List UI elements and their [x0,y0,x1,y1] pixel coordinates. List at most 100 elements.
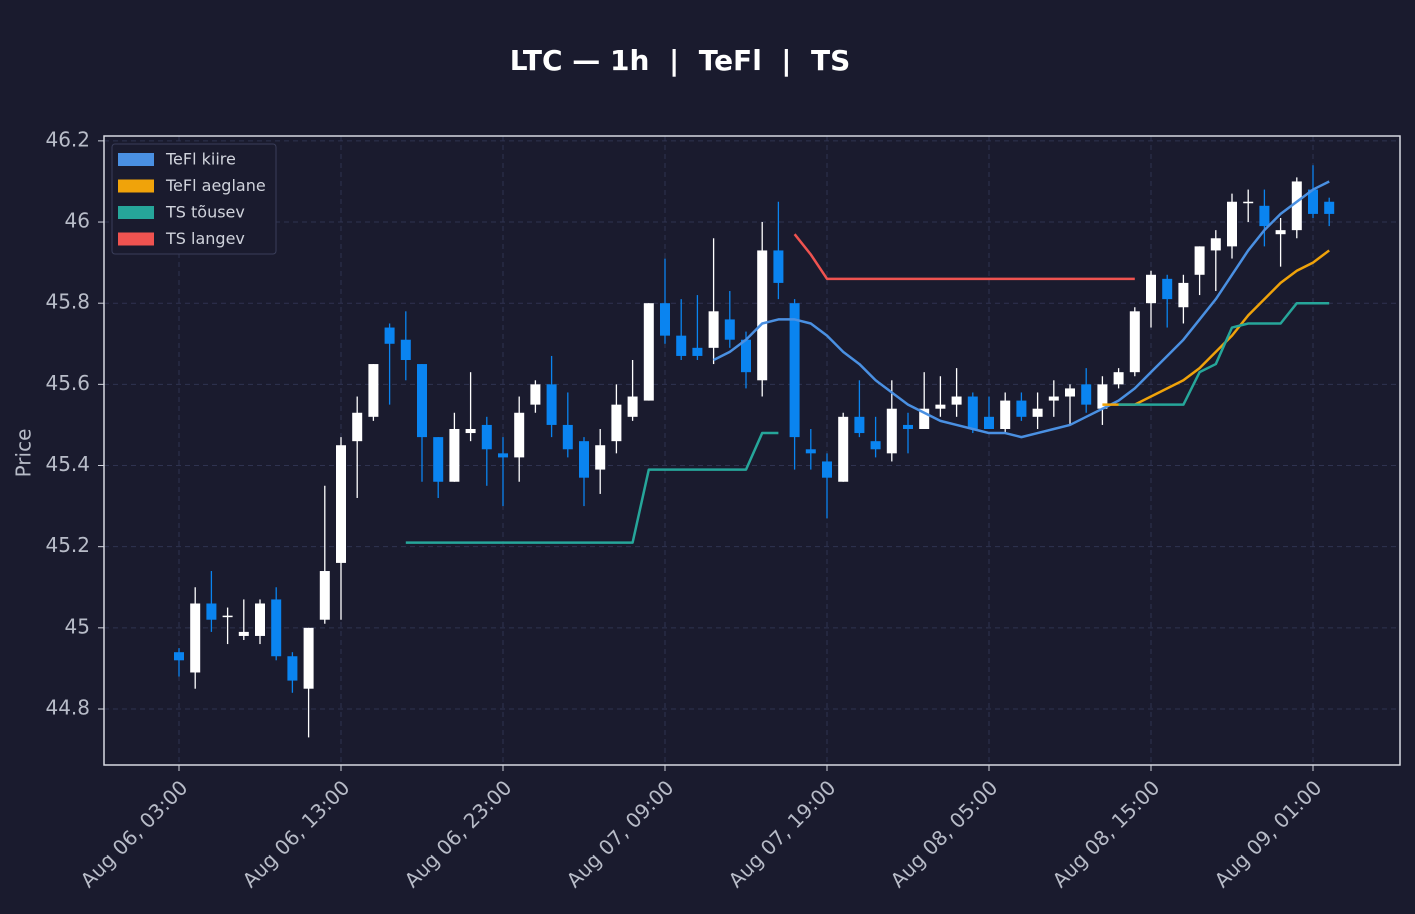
candle-body [1291,181,1302,231]
candle-body [1113,372,1124,385]
legend-label: TeFl kiire [165,150,236,169]
candle-body [1146,274,1156,304]
candle-body [789,303,800,438]
legend-swatch [118,153,154,166]
candle-body [660,303,670,336]
x-tick-label: Aug 08, 05:00 [886,775,1003,892]
line-series [793,233,1135,281]
candle-body [271,599,282,657]
candle-body [465,428,476,434]
candle-body [643,303,654,401]
legend-label: TeFl aeglane [165,176,266,195]
candle-body [1000,400,1011,429]
x-tick-label: Aug 07, 09:00 [562,775,679,892]
candle-body [805,449,816,454]
candle-body [562,424,573,450]
candle-body [773,250,784,283]
candle-body [238,631,249,636]
x-tick-label: Aug 08, 15:00 [1048,775,1165,892]
candle-body [1178,282,1189,308]
candle-body [498,453,508,458]
candle-body [319,571,330,620]
candle-body [1032,408,1043,417]
candle-body [854,416,865,434]
candle-body [1324,201,1335,214]
candle-body [546,384,557,425]
candle-body [579,441,589,478]
candle-body [757,250,768,381]
y-tick-label: 45.4 [45,452,90,476]
candle-body [967,396,978,429]
candle-body [627,396,638,417]
line-series [713,180,1330,439]
candle-body [951,396,962,405]
candle-body [1210,238,1221,251]
line-series [405,301,1330,544]
candle-body [481,424,492,450]
candle-body [1162,278,1173,300]
candle-body [449,428,460,482]
candle-body [352,412,363,442]
legend-swatch [118,179,154,193]
candle-body [336,445,346,563]
y-tick-label: 45.6 [45,371,90,395]
candle-body [1129,311,1140,373]
candle-body [1065,388,1075,397]
legend-label: TS langev [165,229,245,248]
candle-body [1194,246,1205,275]
candle-body [1081,384,1092,405]
y-tick-label: 46 [65,209,90,233]
candle-body [1243,201,1254,204]
candle-body [368,364,379,417]
candle-body [708,311,719,348]
candle-body [1308,189,1318,214]
candle-body [724,319,735,340]
candle-body [838,416,849,482]
candle-body [886,408,897,454]
x-tick-label: Aug 07, 19:00 [724,775,841,892]
candle-body [1097,384,1108,409]
candle-body [741,339,751,373]
candle-body [692,347,703,356]
legend-label: TS tõusev [165,203,245,222]
y-tick-label: 45.8 [45,290,90,314]
candle-body [611,404,622,442]
x-tick-label: Aug 06, 13:00 [238,775,355,892]
candle-body [206,603,217,620]
legend: TeFl kiire TeFl aeglane TS tõusev TS langev [111,143,277,255]
y-tick-label: 44.8 [45,695,90,719]
candle-body [903,424,913,429]
legend-box [111,143,277,255]
y-tick-label: 45 [65,614,90,638]
candle-body [174,652,184,661]
candle-body [384,327,395,344]
candle-body [676,335,687,356]
candle-body [530,384,541,405]
candle-body [417,364,427,438]
candle-body [303,627,314,689]
plot-frame [103,135,1401,766]
chart-title: LTC — 1h | TeFl | TS [510,44,851,77]
x-tick-label: Aug 06, 23:00 [400,775,517,892]
candle-body [1016,400,1027,417]
candle-body [822,461,832,478]
y-tick-label: 46.2 [45,127,90,151]
candle-body [919,408,930,429]
candle-body [595,445,606,470]
candle-body [1259,205,1270,227]
candle-body [1048,396,1059,401]
x-tick-label: Aug 06, 03:00 [76,775,193,892]
y-axis-label: Price [12,429,36,478]
candle-body [514,412,525,458]
candle-body [935,404,946,409]
candle-body [400,339,411,361]
candle-body [433,437,444,482]
candle-body [870,441,881,450]
candle-body [1227,201,1237,247]
candle-body [190,603,201,673]
candle-body [255,603,265,636]
y-tick-label: 45.2 [45,533,90,557]
line-series [1102,249,1330,406]
